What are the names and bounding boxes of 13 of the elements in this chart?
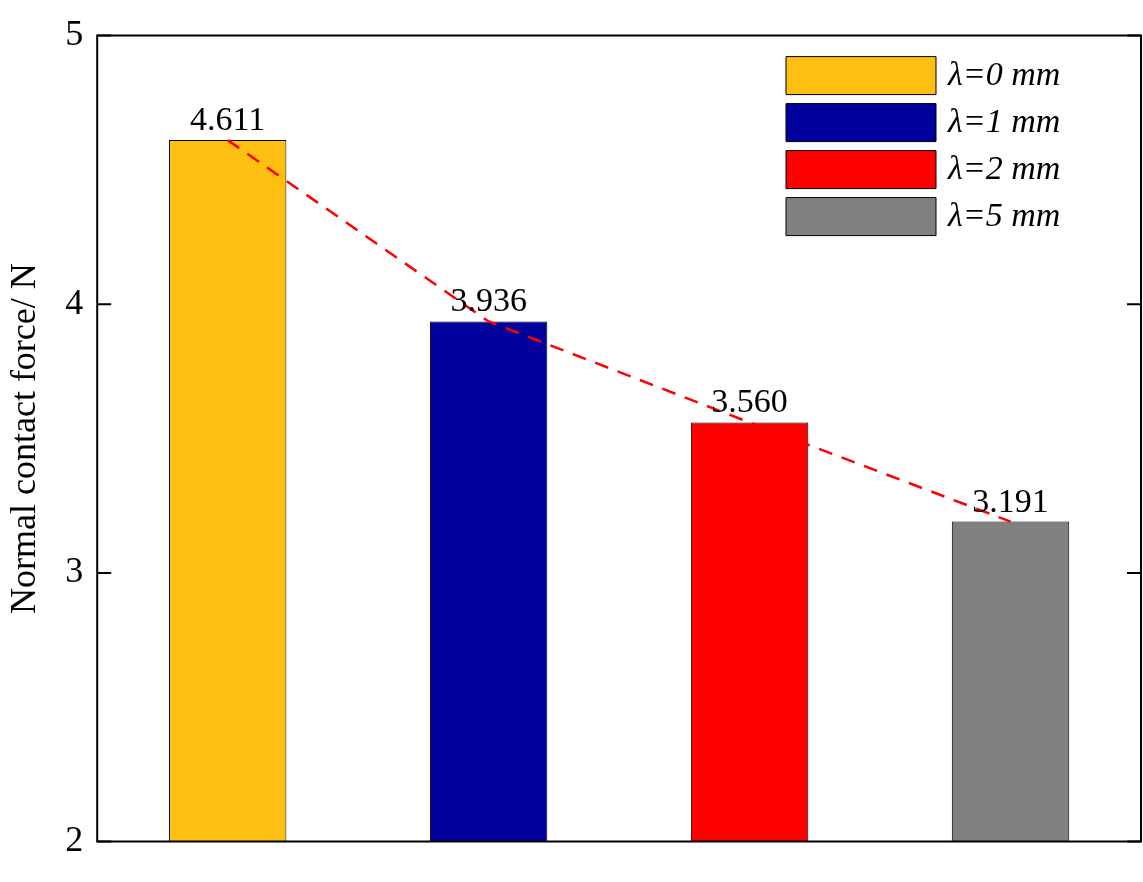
- y-axis-title: Normal contact force/ N: [3, 263, 44, 615]
- y-tick-label: 2: [65, 819, 84, 860]
- y-tick-label: 3: [65, 550, 84, 591]
- text: 3.936: [450, 281, 527, 319]
- legend-label: λ=5 mm: [947, 195, 1061, 233]
- text: 3.560: [711, 382, 788, 420]
- legend-label: λ=0 mm: [947, 54, 1061, 92]
- legend-label: λ=1 mm: [947, 101, 1061, 139]
- legend-label: λ=2 mm: [947, 148, 1061, 186]
- y-tick-label: 4: [65, 281, 84, 322]
- y-tick-label: 5: [65, 13, 84, 54]
- text: 4.611: [190, 100, 266, 138]
- text: 3.191: [972, 481, 1049, 519]
